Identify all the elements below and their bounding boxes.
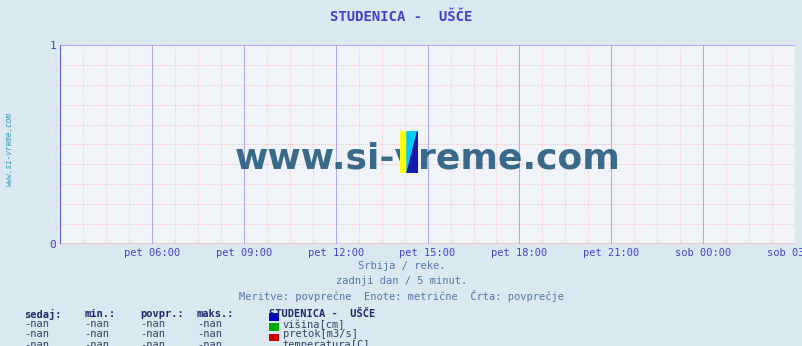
Text: min.:: min.: [84, 309, 115, 319]
Text: -nan: -nan [140, 319, 165, 329]
Text: STUDENICA -  UŠČE: STUDENICA - UŠČE [330, 10, 472, 24]
Text: -nan: -nan [24, 319, 49, 329]
Text: www.si-vreme.com: www.si-vreme.com [234, 142, 620, 175]
Text: -nan: -nan [196, 340, 221, 346]
Text: temperatura[C]: temperatura[C] [282, 340, 370, 346]
Text: -nan: -nan [140, 329, 165, 339]
Text: www.si-vreme.com: www.si-vreme.com [5, 112, 14, 186]
Text: povpr.:: povpr.: [140, 309, 184, 319]
Text: Srbija / reke.: Srbija / reke. [358, 261, 444, 271]
Text: maks.:: maks.: [196, 309, 234, 319]
Text: -nan: -nan [24, 340, 49, 346]
Text: -nan: -nan [84, 340, 109, 346]
Text: -nan: -nan [84, 319, 109, 329]
Polygon shape [407, 131, 417, 173]
Text: -nan: -nan [84, 329, 109, 339]
Text: višina[cm]: višina[cm] [282, 319, 345, 330]
Text: -nan: -nan [24, 329, 49, 339]
Text: -nan: -nan [196, 329, 221, 339]
Text: -nan: -nan [196, 319, 221, 329]
Polygon shape [407, 131, 417, 173]
Text: zadnji dan / 5 minut.: zadnji dan / 5 minut. [335, 276, 467, 286]
Text: -nan: -nan [140, 340, 165, 346]
Bar [399, 131, 407, 173]
Text: sedaj:: sedaj: [24, 309, 62, 320]
Text: Meritve: povprečne  Enote: metrične  Črta: povprečje: Meritve: povprečne Enote: metrične Črta:… [239, 290, 563, 302]
Text: STUDENICA -  UŠČE: STUDENICA - UŠČE [269, 309, 375, 319]
Text: pretok[m3/s]: pretok[m3/s] [282, 329, 357, 339]
